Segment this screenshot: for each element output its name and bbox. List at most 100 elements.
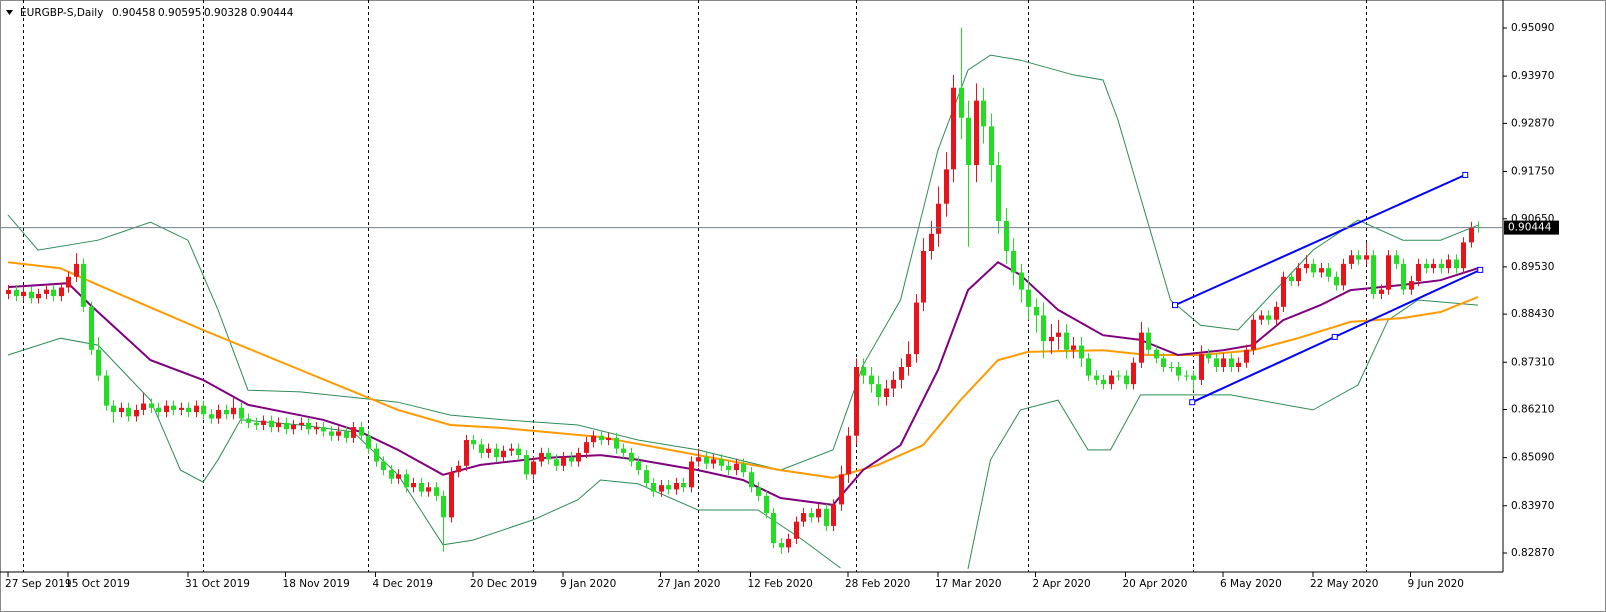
x-tick-label: 28 Feb 2020 xyxy=(845,578,910,590)
chart-title: EURGBP-S,Daily xyxy=(20,7,103,19)
candle-body xyxy=(1296,268,1301,282)
y-tick-label: 0.87310 xyxy=(1511,356,1554,368)
candle-body xyxy=(576,452,581,462)
candle-body xyxy=(1304,263,1309,269)
candle-body xyxy=(1161,358,1166,367)
header-open: 0.90458 xyxy=(112,7,155,19)
candle-body xyxy=(1311,263,1316,273)
candle-body xyxy=(156,407,161,413)
candle-body xyxy=(284,422,289,430)
candle-body xyxy=(1169,366,1174,368)
candle-body xyxy=(306,422,311,430)
x-tick-label: 9 Jan 2020 xyxy=(560,578,616,590)
candle-body xyxy=(779,543,784,548)
candle-body xyxy=(689,461,694,488)
candle-body xyxy=(1356,255,1361,260)
candle-body xyxy=(1064,332,1069,350)
candle-body xyxy=(1439,263,1444,269)
candle-body xyxy=(344,431,349,438)
candle-body xyxy=(1371,255,1376,294)
candle-body xyxy=(1116,375,1121,377)
candle-body xyxy=(29,291,34,299)
candle-body xyxy=(1236,362,1241,367)
candle-body xyxy=(1206,354,1211,359)
indicator-line xyxy=(7,261,1479,479)
y-tick-label: 0.91750 xyxy=(1511,166,1554,178)
candle-body xyxy=(269,420,274,428)
candle-body xyxy=(209,414,214,419)
candle-body xyxy=(171,405,176,410)
candle-body xyxy=(1004,220,1009,251)
y-tick-label: 0.92870 xyxy=(1511,117,1554,129)
candle-body xyxy=(351,427,356,438)
candle-body xyxy=(599,435,604,441)
candle-body xyxy=(854,366,859,436)
candle-body xyxy=(329,431,334,436)
candle-body xyxy=(1349,255,1354,264)
candle-body xyxy=(569,457,574,462)
candle-body xyxy=(711,459,716,464)
candle-body xyxy=(869,375,874,385)
candle-body xyxy=(179,407,184,410)
candle-body xyxy=(1101,379,1106,385)
y-tick-label: 0.85090 xyxy=(1511,452,1554,464)
candle-body xyxy=(1026,289,1031,307)
candle-body xyxy=(546,452,551,460)
candle-body xyxy=(1341,263,1346,286)
x-tick-label: 20 Apr 2020 xyxy=(1123,578,1188,590)
candle-body xyxy=(914,302,919,355)
x-tick-label: 27 Sep 2019 xyxy=(5,578,72,590)
candle-body xyxy=(246,418,251,423)
candle-body xyxy=(1034,306,1039,316)
trend-anchor xyxy=(1462,171,1469,178)
candle-body xyxy=(846,435,851,475)
candle-body xyxy=(164,405,169,413)
candle-body xyxy=(1431,263,1436,269)
x-tick-label: 4 Dec 2019 xyxy=(373,578,433,590)
candle-body xyxy=(1131,362,1136,385)
candle-body xyxy=(1094,375,1099,380)
candle-body xyxy=(111,405,116,413)
candle-body xyxy=(1394,255,1399,264)
candle-body xyxy=(1086,358,1091,376)
candle-body xyxy=(1019,272,1024,290)
trend-anchor xyxy=(1477,266,1484,273)
candle-body xyxy=(494,448,499,458)
trend-anchor xyxy=(1331,333,1338,340)
candle-body xyxy=(51,289,56,297)
candle-body xyxy=(1379,289,1384,294)
candle-body xyxy=(1176,366,1181,376)
candle-body xyxy=(1139,332,1144,363)
x-tick-label: 18 Nov 2019 xyxy=(283,578,350,590)
candle-body xyxy=(1401,263,1406,290)
candle-body xyxy=(381,461,386,471)
candle-body xyxy=(1049,336,1054,342)
candle-body xyxy=(591,435,596,443)
header-high: 0.90595 xyxy=(158,7,201,19)
candle-body xyxy=(411,482,416,488)
candle-body xyxy=(539,452,544,462)
candle-body xyxy=(1281,276,1286,307)
x-tick-label: 6 May 2020 xyxy=(1220,578,1282,590)
x-tick-label: 15 Oct 2019 xyxy=(65,578,130,590)
candle-body xyxy=(516,448,521,456)
candle-body xyxy=(629,452,634,462)
candle-body xyxy=(786,538,791,548)
candle-body xyxy=(291,424,296,430)
menu-triangle[interactable] xyxy=(6,10,13,15)
candle-body xyxy=(194,405,199,413)
candle-body xyxy=(1071,345,1076,350)
candle-body xyxy=(231,407,236,415)
x-tick-label: 22 May 2020 xyxy=(1310,578,1378,590)
candle-body xyxy=(771,513,776,544)
candle-body xyxy=(441,495,446,518)
y-tick-label: 0.86210 xyxy=(1511,404,1554,416)
candle-body xyxy=(216,409,221,419)
candle-body xyxy=(1109,375,1114,385)
candle-body xyxy=(749,472,754,488)
candle-body xyxy=(239,407,244,419)
candle-body xyxy=(906,354,911,367)
candle-body xyxy=(816,508,821,518)
candle-body xyxy=(224,409,229,415)
